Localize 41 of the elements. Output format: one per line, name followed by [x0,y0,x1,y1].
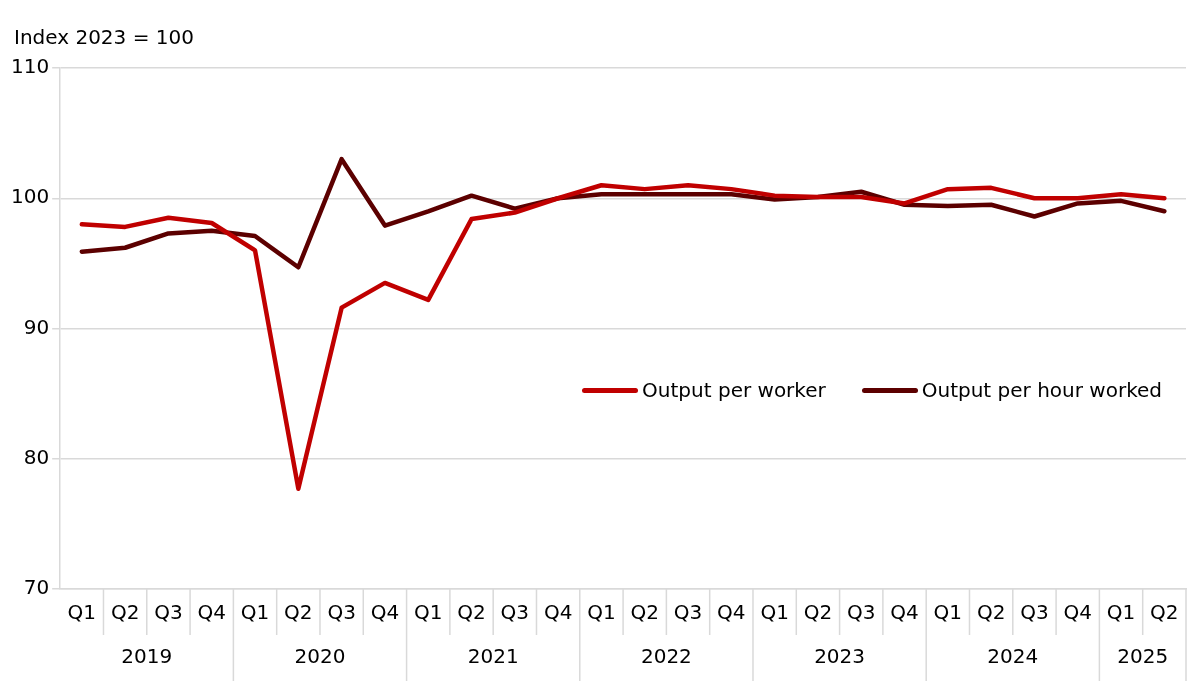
text: 2025 [1117,644,1169,669]
text: 2022 [640,644,692,669]
y-tick-label: 70 [23,575,50,600]
x-tick-label: Q1 [240,600,270,625]
x-tick-label: Q2 [630,600,659,625]
text: 2021 [467,644,519,669]
x-tick-label: Q3 [847,600,876,625]
y-tick-label: 100 [10,184,50,209]
x-tick-label: Q1 [414,600,443,625]
x-tick-label: Q2 [976,600,1006,625]
y-tick-label: 110 [10,54,50,79]
x-tick-label: Q2 [284,600,313,625]
x-tick-label: Q1 [760,600,789,625]
x-tick-label: Q4 [1063,600,1092,625]
text: 2023 [814,644,866,669]
x-tick-label: Q1 [67,600,97,625]
x-tick-label: Q1 [1106,600,1136,625]
y-tick-label: 90 [23,314,50,339]
text: 2019 [121,644,173,669]
x-tick-label: Q2 [1150,600,1179,625]
y-axis-title: Index 2023 = 100 [14,25,194,50]
x-tick-label: Q4 [197,600,226,625]
text: 2020 [294,644,346,669]
x-tick-label: Q3 [500,600,530,625]
x-tick-label: Q3 [154,600,183,625]
x-tick-label: Q2 [110,600,140,625]
legend-label: Output per worker [642,378,826,402]
x-tick-label: Q2 [803,600,833,625]
legend-label: Output per hour worked [921,378,1162,402]
x-tick-label: Q4 [543,600,573,625]
x-tick-label: Q3 [673,600,703,625]
text: 2024 [987,644,1039,669]
x-tick-label: Q1 [933,600,963,625]
y-tick-label: 80 [23,444,50,469]
x-tick-label: Q4 [370,600,400,625]
x-tick-label: Q4 [717,600,746,625]
x-tick-label: Q2 [457,600,486,625]
x-tick-label: Q4 [890,600,919,625]
x-tick-label: Q1 [587,600,616,625]
x-tick-label: Q3 [1020,600,1049,625]
x-tick-label: Q3 [327,600,356,625]
